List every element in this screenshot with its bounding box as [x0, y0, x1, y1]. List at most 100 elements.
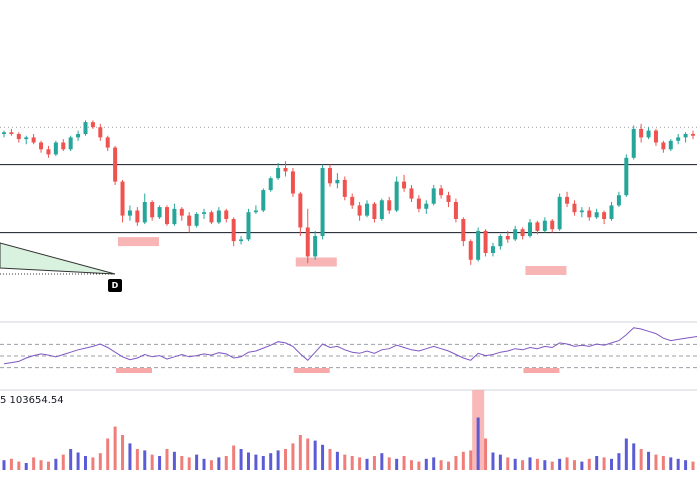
volume-bar	[491, 452, 495, 470]
candle	[172, 203, 177, 226]
volume-bar	[61, 454, 65, 470]
volume-bar	[550, 461, 554, 470]
candle	[276, 162, 281, 180]
candle	[616, 191, 621, 208]
candle-body	[261, 190, 266, 211]
candle	[565, 191, 570, 208]
candle	[90, 120, 95, 129]
volume-bar	[572, 460, 576, 470]
volume-bar	[417, 461, 421, 470]
candle-body	[409, 188, 414, 199]
volume-bar	[558, 458, 562, 470]
volume-bar	[484, 438, 488, 470]
volume-bar	[350, 456, 354, 470]
candle-body	[350, 196, 355, 206]
candle-body	[127, 210, 132, 216]
volume-bar	[358, 457, 362, 470]
candle-body	[142, 202, 147, 223]
candle	[587, 207, 592, 221]
candle	[394, 176, 399, 213]
candle-body	[90, 122, 95, 128]
candle	[431, 185, 436, 206]
volume-bar	[128, 443, 132, 470]
volume-bar	[632, 443, 636, 470]
volume-value-label: 5 103654.54	[0, 395, 64, 406]
candle	[83, 120, 88, 136]
candle	[261, 188, 266, 213]
candle-body	[453, 202, 458, 219]
candle	[335, 173, 340, 189]
candle-body	[105, 137, 110, 148]
candle	[179, 207, 184, 221]
candle	[157, 205, 162, 219]
candle-body	[372, 203, 377, 219]
candle-body	[172, 208, 177, 225]
volume-bar	[39, 460, 43, 470]
candle	[594, 208, 599, 219]
candle-body	[668, 140, 673, 150]
candle-body	[565, 196, 570, 204]
candle	[424, 200, 429, 214]
candle-body	[365, 203, 370, 216]
rsi-pane[interactable]	[0, 321, 697, 373]
volume-bar	[291, 443, 295, 470]
event-marker[interactable]: D	[108, 279, 122, 292]
volume-bar	[617, 453, 621, 470]
candle-body	[468, 241, 473, 260]
candle-body	[83, 122, 88, 134]
candle-body	[394, 181, 399, 211]
candle	[453, 198, 458, 223]
candle-body	[357, 205, 362, 216]
candle-body	[246, 212, 251, 240]
candle	[342, 176, 347, 201]
candle-body	[646, 130, 651, 138]
candle-body	[253, 210, 258, 213]
volume-bar	[610, 458, 614, 470]
volume-bar	[447, 461, 451, 470]
candle-body	[557, 196, 562, 230]
volume-bar	[461, 451, 465, 470]
candle-body	[209, 212, 214, 223]
volume-bar	[587, 458, 591, 470]
candle	[646, 127, 651, 140]
candle	[653, 128, 658, 146]
candle-body	[187, 215, 192, 226]
candle-body	[24, 137, 29, 140]
volume-bar	[335, 451, 339, 470]
candle-body	[31, 137, 36, 143]
candle	[557, 193, 562, 231]
volume-bar	[180, 456, 184, 470]
volume-bar	[217, 457, 221, 470]
candle-body	[53, 142, 58, 155]
volume-bar	[135, 449, 139, 470]
candle-body	[216, 210, 221, 223]
candle	[105, 135, 110, 151]
candle-body	[402, 181, 407, 189]
volume-bar	[661, 456, 665, 470]
volume-bar	[246, 452, 250, 470]
candle-body	[290, 171, 295, 194]
volume-bar	[224, 456, 228, 470]
volume-bar	[469, 450, 473, 470]
volume-bar	[454, 456, 458, 470]
volume-bar	[106, 438, 110, 470]
candle	[313, 230, 318, 260]
volume-bar	[202, 458, 206, 470]
price-pane[interactable]	[0, 120, 697, 275]
volume-bar	[402, 456, 406, 470]
candle-body	[550, 220, 555, 230]
volume-bar	[172, 451, 176, 470]
volume-pane[interactable]	[0, 389, 697, 470]
candle-body	[194, 213, 199, 226]
candle-body	[335, 179, 340, 184]
volume-bar	[395, 458, 399, 470]
candle	[520, 227, 525, 240]
candle	[305, 208, 310, 264]
volume-bar	[54, 458, 58, 470]
candle	[2, 130, 6, 138]
volume-bar	[165, 449, 169, 470]
volume-bar	[380, 453, 384, 470]
candle	[668, 139, 673, 151]
